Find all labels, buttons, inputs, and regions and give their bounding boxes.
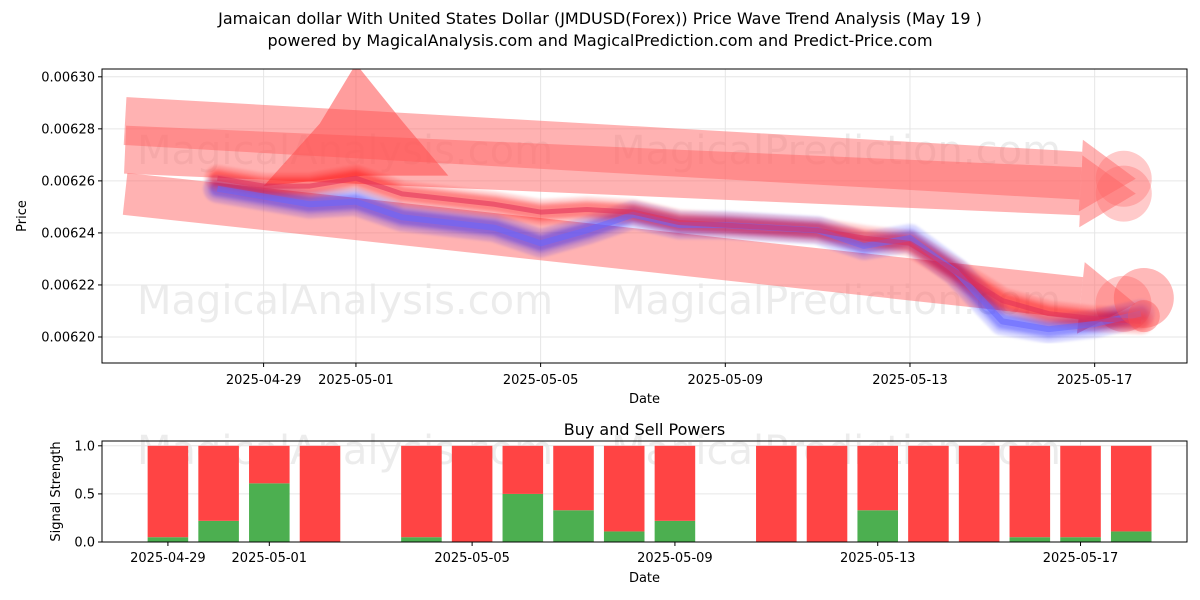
x-axis-label: Date (629, 392, 660, 407)
bar-plot-area (147, 445, 1152, 542)
main-plot-clipped (122, 69, 1174, 344)
sell-bar (603, 445, 645, 532)
buy-bar (198, 520, 239, 542)
bar-x-axis-label: Date (629, 571, 660, 586)
blue-series-line (216, 185, 1142, 333)
y-tick-label: 0.00620 (41, 330, 95, 345)
x-tick-label: 2025-05-17 (1057, 373, 1133, 388)
y-axis-label: Price (15, 200, 30, 232)
y-tick-label: 0.00626 (41, 174, 95, 189)
sell-bar (1009, 445, 1051, 538)
bar-x-tick-label: 2025-04-29 (130, 551, 206, 566)
bar-y-tick-label: 0.5 (74, 487, 95, 502)
bar-x-tick-label: 2025-05-05 (434, 551, 510, 566)
wave-end-cap (1127, 300, 1160, 333)
buy-bar (502, 493, 544, 542)
sell-bar (249, 445, 290, 484)
trend-arrow-shaft (124, 125, 1082, 216)
x-tick-label: 2025-05-01 (318, 373, 394, 388)
y-tick-label: 0.00630 (41, 70, 95, 85)
bar-x-tick-label: 2025-05-13 (840, 551, 916, 566)
buy-bar (603, 531, 645, 542)
sell-bar (958, 445, 1000, 542)
trend-arrow-head (1079, 155, 1136, 228)
sell-bar (299, 445, 341, 542)
sell-bar (553, 445, 594, 511)
buy-bar (553, 510, 594, 542)
buy-bar (654, 520, 696, 542)
red-series-line (217, 175, 1141, 324)
buy-bar (1060, 537, 1101, 542)
bar-axes-frame (101, 440, 1188, 543)
bar-chart-title: Buy and Sell Powers (564, 420, 726, 439)
chart-title: Jamaican dollar With United States Dolla… (218, 9, 982, 28)
bar-x-tick-label: 2025-05-17 (1043, 551, 1119, 566)
sell-bar (401, 445, 442, 538)
sell-bar (502, 445, 544, 494)
bar-x-tick-label: 2025-05-01 (232, 551, 308, 566)
sell-bar (198, 445, 239, 521)
sell-bar (908, 445, 949, 542)
wave-spike (263, 69, 449, 187)
sell-bar (1110, 445, 1152, 532)
watermark-text: MagicalAnalysis.com (137, 278, 553, 324)
x-tick-label: 2025-05-13 (872, 373, 948, 388)
buy-bar (857, 510, 899, 542)
bar-y-tick-label: 0.0 (74, 536, 95, 551)
bar-y-tick-label: 1.0 (74, 439, 95, 454)
chart-subtitle: powered by MagicalAnalysis.com and Magic… (267, 31, 933, 50)
sell-bar (147, 445, 189, 538)
y-tick-label: 0.00628 (41, 122, 95, 137)
sell-bar (654, 445, 696, 521)
trend-arrow-tip (1095, 165, 1152, 222)
bar-axes: 2025-04-29 2025-05-01 2025-05-05 2025-05-09… (49, 420, 1188, 586)
sell-bar (806, 445, 848, 542)
y-tick-label: 0.00624 (41, 226, 95, 241)
buy-bar (401, 537, 442, 542)
sell-bar (857, 445, 899, 511)
main-plot-area (122, 69, 1174, 344)
sell-bar (1060, 445, 1101, 538)
main-axes: 2025-04-29 2025-05-01 2025-05-05 2025-05-09… (15, 68, 1188, 407)
buy-bar (1009, 537, 1051, 542)
sell-bar (756, 445, 797, 542)
x-tick-label: 2025-04-29 (226, 373, 302, 388)
y-tick-label: 0.00622 (41, 278, 95, 293)
sell-bar (451, 445, 493, 542)
bar-y-axis-label: Signal Strength (49, 441, 64, 541)
wave-end-cap (1113, 267, 1174, 328)
buy-bar (147, 537, 189, 542)
x-tick-label: 2025-05-05 (503, 373, 579, 388)
x-tick-label: 2025-05-09 (688, 373, 764, 388)
main-axes-frame (101, 68, 1188, 364)
buy-bar (249, 483, 290, 542)
bar-x-tick-label: 2025-05-09 (637, 551, 713, 566)
buy-bar (1110, 531, 1152, 542)
